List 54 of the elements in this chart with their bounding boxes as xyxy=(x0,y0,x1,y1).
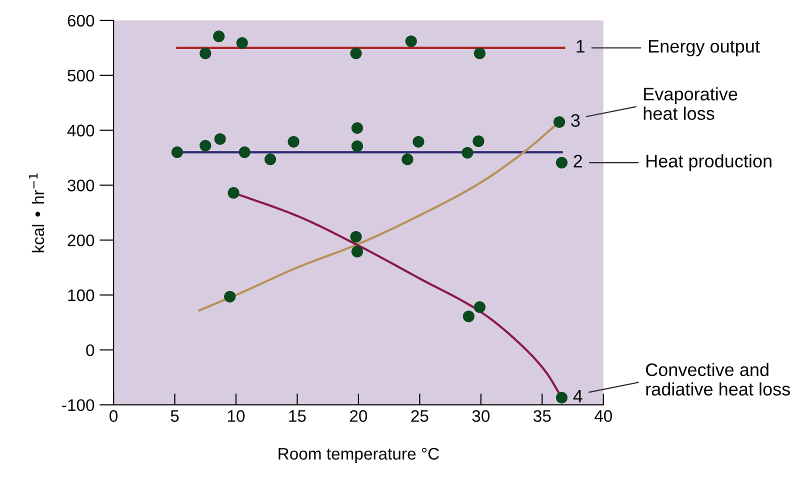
text: Convective and radiative heat loss xyxy=(646,362,790,396)
x-tick-label: 20 xyxy=(350,410,368,422)
y-tick-label: 500 xyxy=(68,70,94,82)
y-tick-label: 400 xyxy=(67,124,94,136)
point xyxy=(351,246,364,258)
point xyxy=(405,35,417,48)
x-tick-label: 5 xyxy=(170,410,179,422)
annotation: 2 xyxy=(574,154,582,168)
annotation: 1 xyxy=(576,40,584,53)
x-tick-label: 40 xyxy=(594,410,612,422)
point xyxy=(350,48,362,60)
point xyxy=(200,48,212,60)
point xyxy=(402,154,414,166)
point xyxy=(350,230,362,243)
point xyxy=(200,140,212,152)
point xyxy=(288,136,300,148)
point xyxy=(462,146,474,159)
y-axis-title: kcal • hr$^{−1}$ xyxy=(29,174,44,252)
y-tick-label: -100 xyxy=(62,399,94,412)
point xyxy=(238,146,250,158)
point xyxy=(351,122,364,134)
point xyxy=(264,154,276,166)
x-tick-label: 35 xyxy=(534,410,551,422)
y-tick-label: 600 xyxy=(68,14,94,27)
x-tick-label: 30 xyxy=(472,410,490,422)
annotation: 4 xyxy=(573,390,582,402)
x-axis-title: Room temperature °C xyxy=(278,448,439,463)
point xyxy=(228,187,240,199)
x-tick-label: 15 xyxy=(289,410,306,422)
point xyxy=(474,48,486,60)
point xyxy=(171,146,184,158)
point xyxy=(556,392,568,404)
point xyxy=(412,136,424,148)
text: Energy output xyxy=(649,40,760,56)
point xyxy=(213,30,225,42)
point xyxy=(553,116,566,128)
point xyxy=(236,37,248,49)
y-tick-label: 100 xyxy=(68,289,94,302)
text: Evaporative heat loss xyxy=(644,87,738,120)
x-tick-label: 0 xyxy=(110,410,118,422)
point xyxy=(351,140,364,152)
point xyxy=(556,156,568,168)
annotation: 3 xyxy=(571,114,580,127)
y-tick-label: 300 xyxy=(68,180,94,192)
y-tick-label: 0 xyxy=(86,344,94,356)
point xyxy=(462,310,474,322)
point xyxy=(214,133,226,145)
point xyxy=(224,290,236,302)
x-tick-label: 10 xyxy=(228,410,245,422)
point xyxy=(474,301,486,313)
x-tick-label: 25 xyxy=(411,410,428,422)
y-tick-label: 200 xyxy=(68,234,94,246)
text: Heat production xyxy=(646,154,772,172)
point xyxy=(472,135,484,148)
